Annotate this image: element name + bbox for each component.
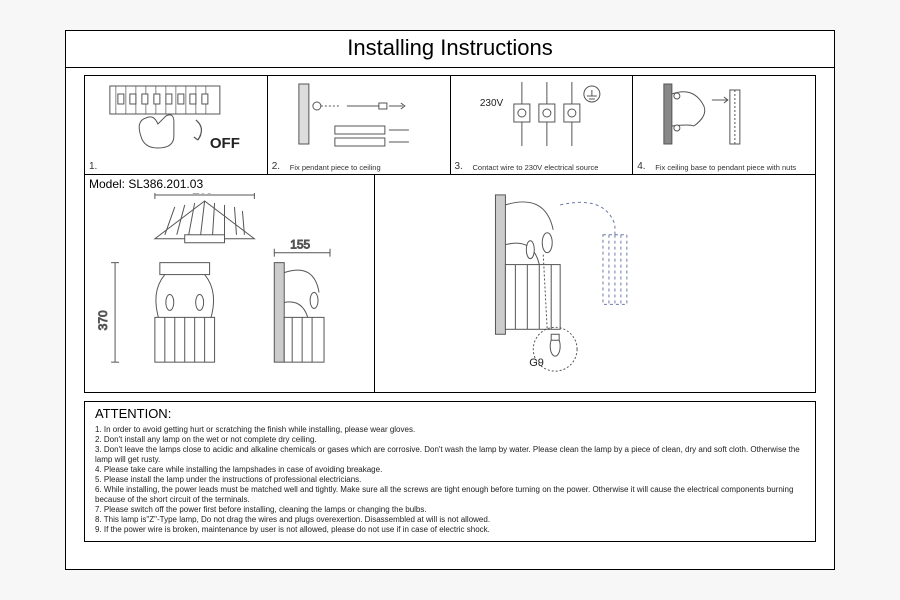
- page-title: Installing Instructions: [66, 31, 834, 68]
- dimensions-panel: Model: SL386.201.03: [85, 175, 375, 392]
- off-label: OFF: [210, 135, 240, 152]
- svg-text:370: 370: [96, 310, 110, 330]
- svg-text:265: 265: [193, 193, 213, 196]
- attention-item: 4. Please take care while installing the…: [95, 465, 805, 475]
- assembly-panel: G9: [375, 175, 815, 392]
- step-caption: Fix ceiling base to pendant piece with n…: [655, 164, 811, 172]
- attention-header: ATTENTION:: [95, 406, 805, 421]
- svg-text:155: 155: [290, 238, 310, 252]
- voltage-label: 230V: [479, 98, 503, 109]
- instruction-sheet: Installing Instructions: [65, 30, 835, 570]
- step-number: 1.: [89, 161, 97, 172]
- step-caption: Fix pendant piece to ceiling: [290, 164, 446, 172]
- step-number: 4.: [637, 161, 645, 172]
- step-caption: Contact wire to 230V electrical source: [473, 164, 629, 172]
- content-area: OFF 1.: [66, 67, 834, 569]
- model-label: Model: SL386.201.03: [85, 175, 374, 193]
- attention-item: 5. Please install the lamp under the ins…: [95, 475, 805, 485]
- step-number: 3.: [455, 161, 463, 172]
- attention-item: 7. Please switch off the power first bef…: [95, 505, 805, 515]
- mid-row: Model: SL386.201.03: [84, 175, 816, 393]
- breaker-off-diagram: OFF: [85, 76, 267, 174]
- attention-item: 8. This lamp is"Z"-Type lamp, Do not dra…: [95, 515, 805, 525]
- step-1: OFF 1.: [85, 76, 268, 174]
- attention-item: 3. Don't leave the lamps close to acidic…: [95, 445, 805, 465]
- model-label-text: Model:: [89, 177, 125, 191]
- assembly-diagram: G9: [375, 175, 815, 392]
- steps-row: OFF 1.: [84, 75, 816, 175]
- dimensions-diagram: 265: [85, 193, 374, 392]
- model-value: SL386.201.03: [128, 177, 203, 191]
- attention-item: 9. If the power wire is broken, maintena…: [95, 525, 805, 535]
- bulb-label: G9: [529, 357, 544, 369]
- wiring-diagram: 230V: [451, 76, 633, 174]
- attention-box: ATTENTION: 1. In order to avoid getting …: [84, 401, 816, 542]
- attention-item: 1. In order to avoid getting hurt or scr…: [95, 425, 805, 435]
- step-2: 2. Fix pendant piece to ceiling: [268, 76, 451, 174]
- step-number: 2.: [272, 161, 280, 172]
- fix-pendant-diagram: [268, 76, 450, 174]
- fix-base-diagram: [633, 76, 815, 174]
- attention-item: 2. Don't install any lamp on the wet or …: [95, 435, 805, 445]
- step-4: 4. Fix ceiling base to pendant piece wit…: [633, 76, 815, 174]
- attention-item: 6. While installing, the power leads mus…: [95, 485, 805, 505]
- step-3: 230V 3. Contact wire to 230V electrical …: [451, 76, 634, 174]
